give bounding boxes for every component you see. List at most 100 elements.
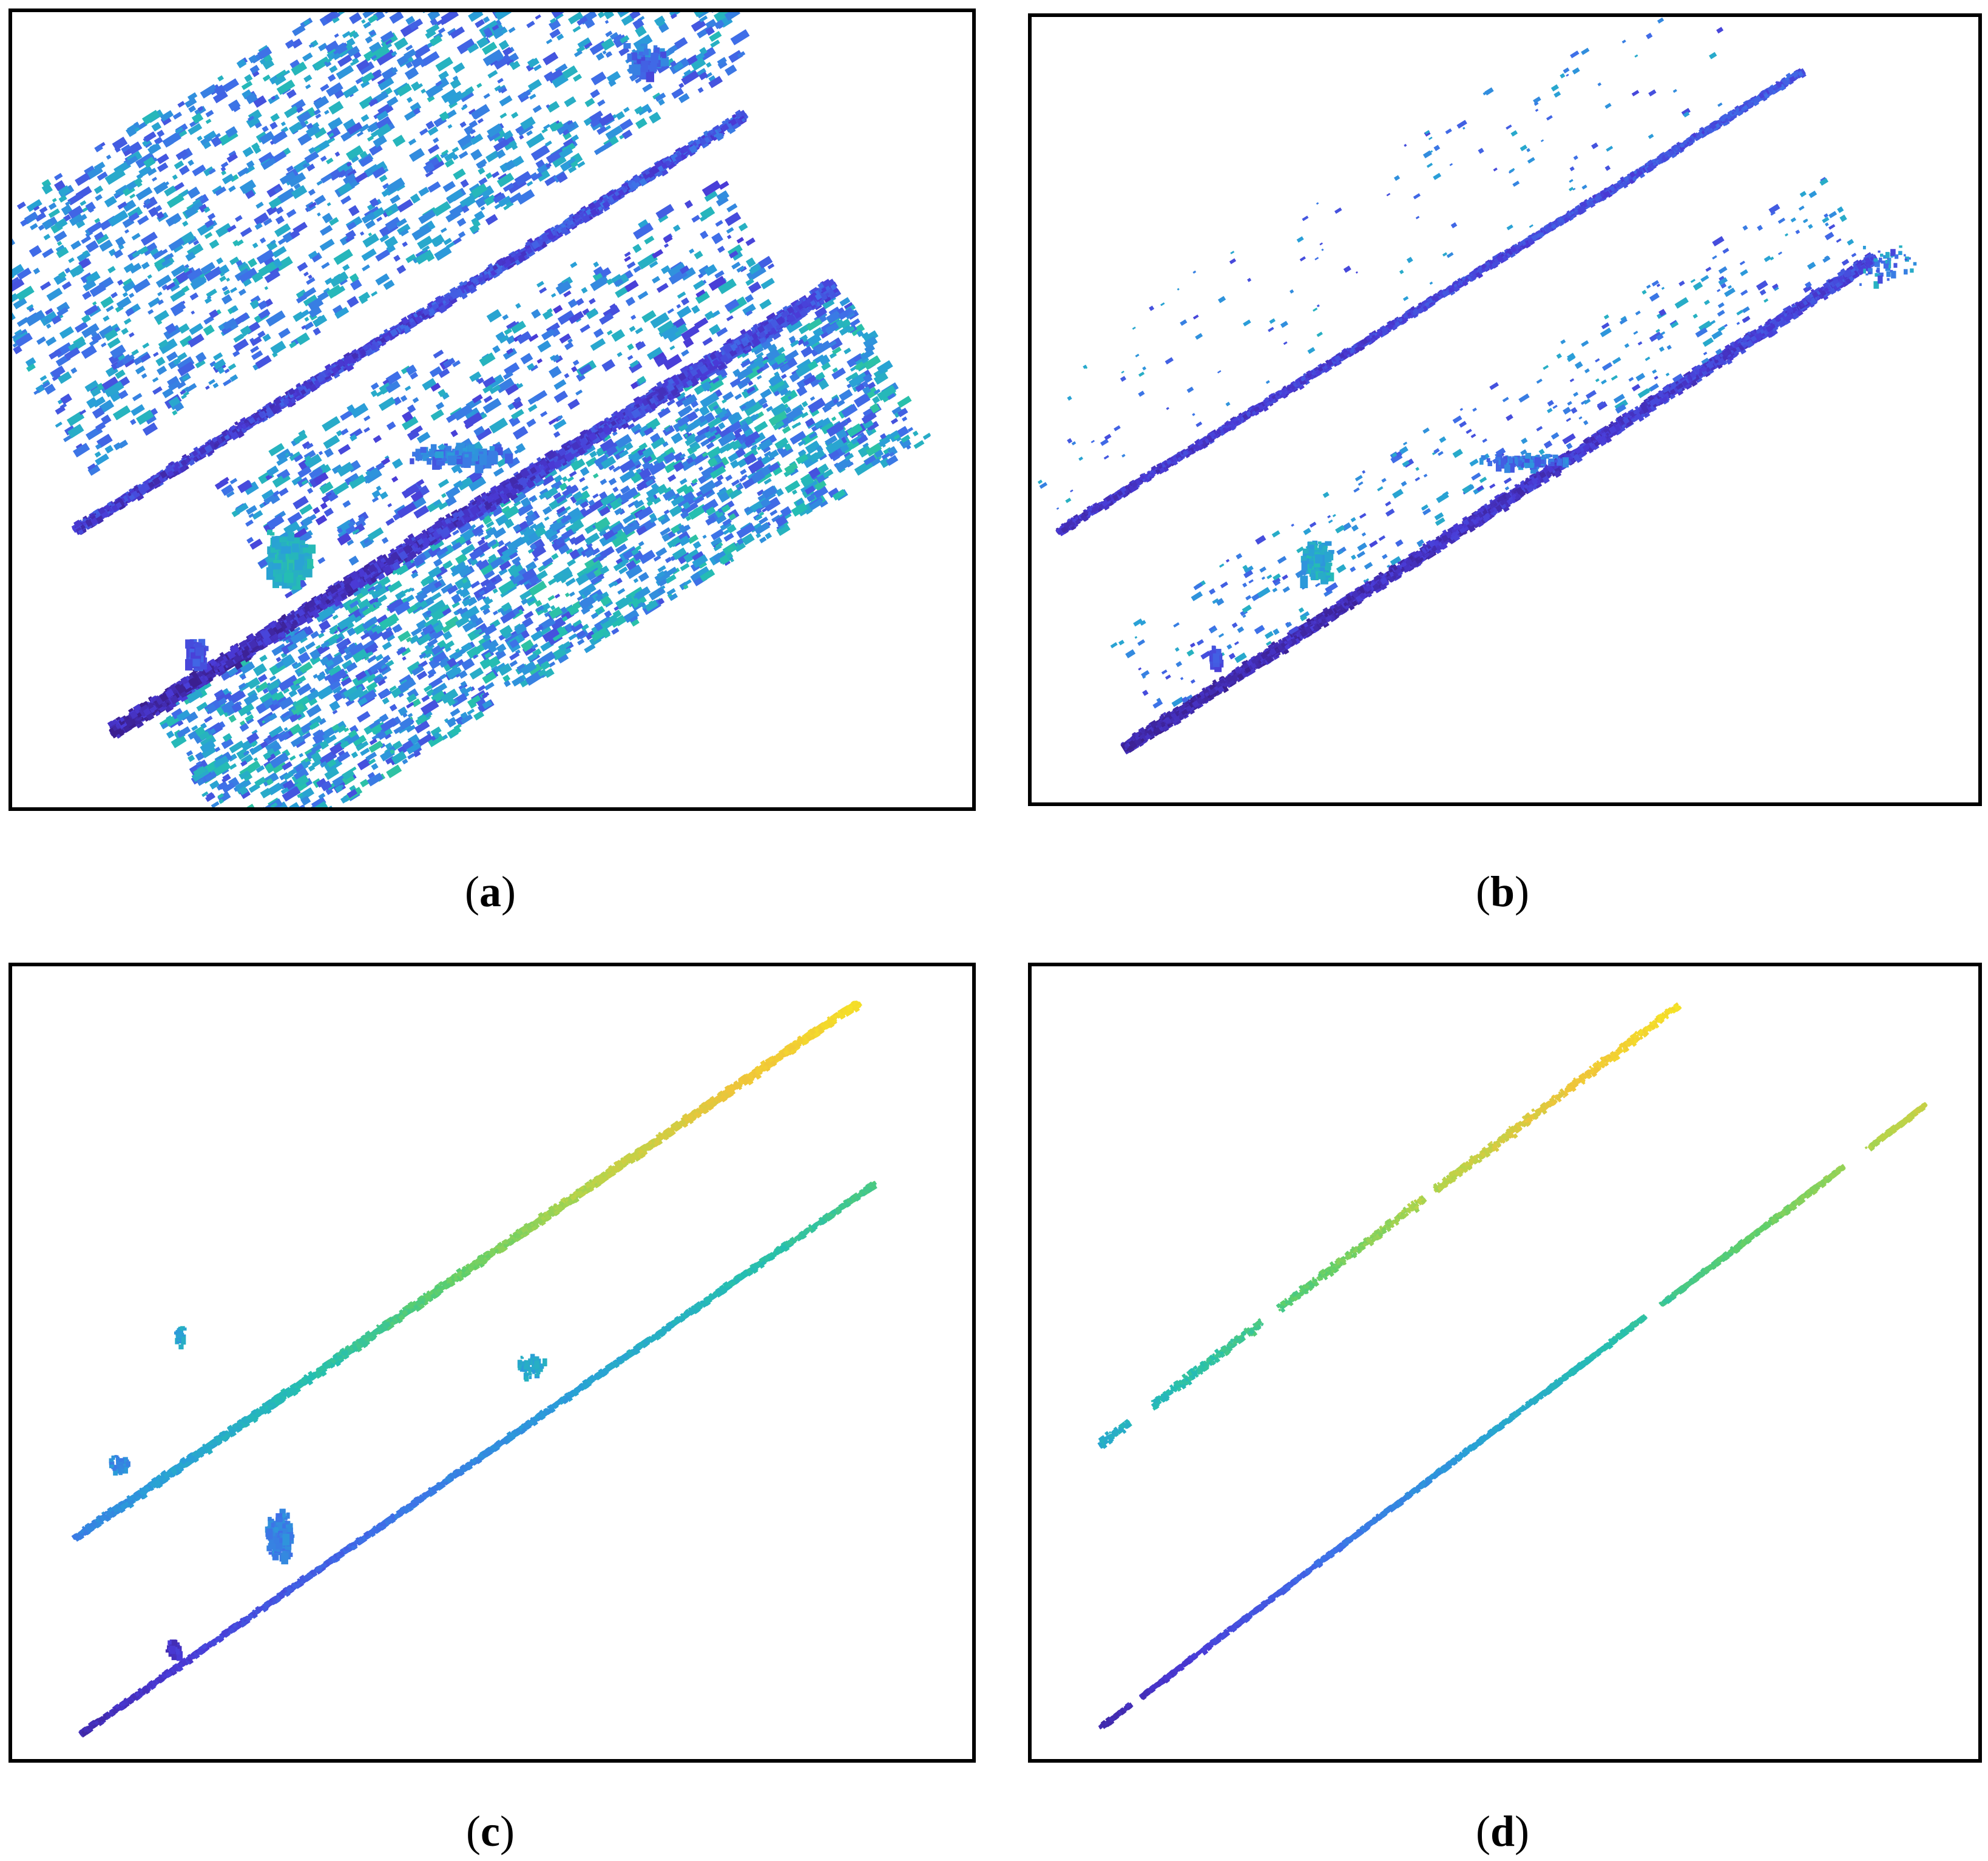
point xyxy=(686,54,699,66)
point xyxy=(40,311,58,327)
point xyxy=(754,521,771,535)
point xyxy=(467,43,479,53)
point xyxy=(411,56,425,69)
point xyxy=(375,249,390,262)
point xyxy=(637,103,651,116)
point xyxy=(162,131,181,148)
point xyxy=(81,314,91,324)
point xyxy=(276,80,296,95)
point xyxy=(275,69,288,80)
point xyxy=(107,266,116,274)
point xyxy=(572,73,582,82)
point xyxy=(397,198,414,213)
point xyxy=(134,177,143,186)
point xyxy=(467,708,475,716)
point xyxy=(92,301,97,306)
point xyxy=(663,509,670,515)
point xyxy=(603,12,615,19)
point xyxy=(163,253,174,262)
point xyxy=(269,675,277,682)
point xyxy=(411,81,421,92)
point xyxy=(510,61,521,70)
point xyxy=(438,77,450,89)
point xyxy=(627,343,634,351)
point xyxy=(597,99,606,107)
point xyxy=(219,276,227,282)
point xyxy=(509,651,520,661)
point xyxy=(244,73,253,83)
point xyxy=(901,416,908,422)
point xyxy=(297,262,308,272)
point xyxy=(526,418,536,428)
point xyxy=(371,763,379,770)
point xyxy=(85,202,96,212)
point xyxy=(229,256,240,265)
point xyxy=(580,466,590,476)
point xyxy=(220,161,229,169)
point xyxy=(303,271,309,277)
point xyxy=(561,476,568,483)
point-cloud-a xyxy=(12,12,931,807)
point xyxy=(756,375,762,380)
point xyxy=(548,418,556,425)
point xyxy=(453,62,465,73)
point xyxy=(433,201,451,217)
point xyxy=(657,407,671,419)
point xyxy=(228,185,236,192)
point xyxy=(738,222,748,232)
point xyxy=(259,237,266,244)
point xyxy=(328,132,334,138)
point xyxy=(195,359,206,368)
point xyxy=(368,143,383,156)
point xyxy=(453,168,466,180)
point xyxy=(549,18,556,24)
point xyxy=(175,268,195,284)
point xyxy=(609,32,619,40)
point xyxy=(649,112,661,124)
point xyxy=(512,155,524,167)
point xyxy=(427,95,435,103)
point xyxy=(553,475,563,483)
point xyxy=(313,140,330,154)
point xyxy=(305,84,311,89)
point xyxy=(475,19,485,29)
point xyxy=(94,218,101,223)
point xyxy=(127,141,143,155)
point xyxy=(484,194,496,206)
point xyxy=(375,273,390,286)
point xyxy=(319,225,333,236)
point xyxy=(546,101,560,113)
point xyxy=(212,382,219,388)
point xyxy=(530,144,550,161)
point xyxy=(182,220,189,227)
point xyxy=(104,445,114,454)
point xyxy=(30,223,38,231)
point xyxy=(425,171,434,178)
point xyxy=(304,151,319,164)
point xyxy=(189,292,199,300)
point xyxy=(329,65,338,73)
point xyxy=(233,338,249,352)
point xyxy=(36,336,47,345)
point xyxy=(493,467,504,477)
point xyxy=(367,135,374,142)
point xyxy=(235,215,243,222)
point xyxy=(543,52,559,66)
point xyxy=(546,38,553,44)
point xyxy=(106,305,114,313)
point xyxy=(270,113,280,122)
point xyxy=(25,357,36,367)
point xyxy=(347,169,357,177)
point xyxy=(552,121,564,132)
point xyxy=(492,345,501,354)
point xyxy=(318,450,323,456)
point xyxy=(378,396,396,412)
point xyxy=(419,127,428,136)
point xyxy=(63,434,73,442)
point xyxy=(152,377,159,383)
point xyxy=(254,212,269,226)
point xyxy=(644,236,655,245)
point xyxy=(676,303,681,309)
point xyxy=(235,259,243,267)
point xyxy=(178,323,190,334)
